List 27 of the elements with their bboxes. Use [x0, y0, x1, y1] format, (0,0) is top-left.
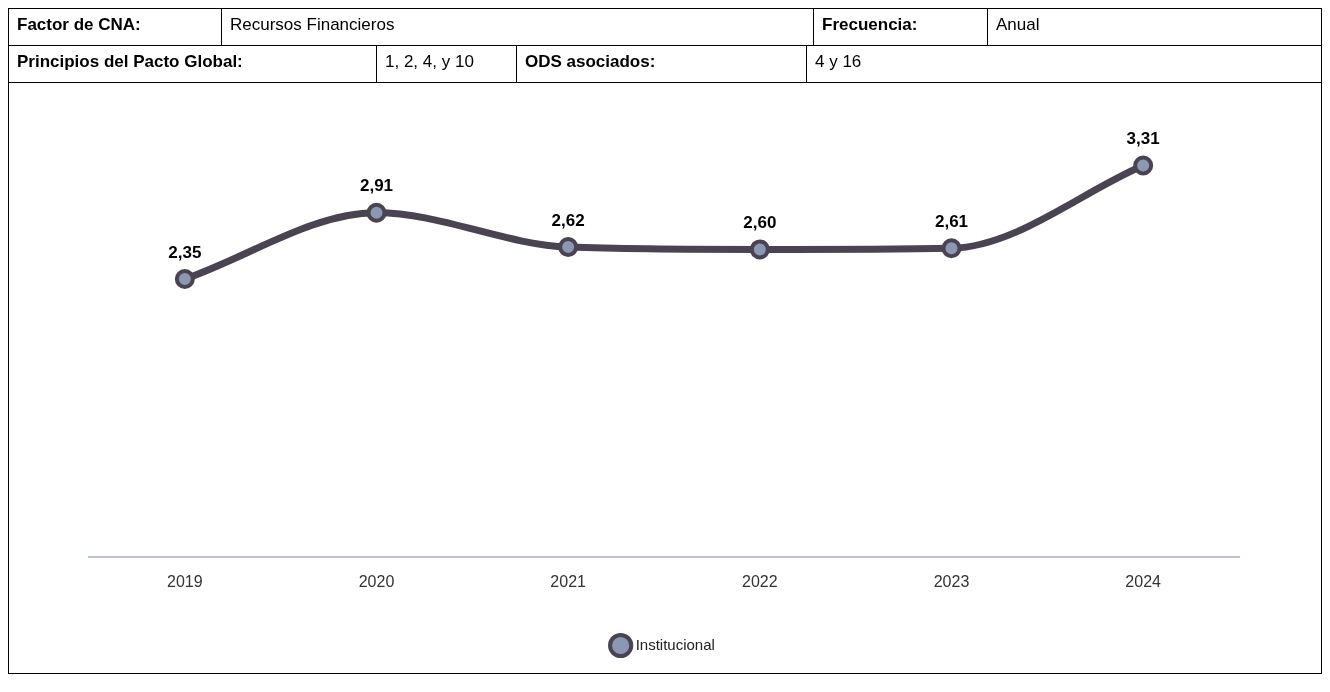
x-tick-label: 2019 [167, 572, 203, 590]
data-label: 2,35 [168, 242, 202, 262]
x-tick-label: 2023 [933, 572, 970, 590]
point [174, 268, 195, 289]
x-tick-label: 2021 [550, 572, 587, 590]
data-label: 2,61 [934, 211, 969, 231]
x-tick-label: 2020 [358, 572, 395, 590]
text: Factor de CNA: [9, 9, 222, 45]
point [558, 237, 579, 258]
point [749, 239, 770, 260]
text: 4 y 16 [814, 51, 863, 73]
text: Anual [995, 14, 1041, 36]
x-tick-label: 2022 [742, 572, 778, 590]
text: Frecuencia: [814, 9, 988, 45]
legend-label: Institucional [635, 635, 715, 653]
data-label: 2,60 [743, 213, 777, 233]
text: 1, 2, 4, y 10 [377, 46, 517, 82]
point [366, 202, 387, 223]
text: Recursos Financieros [222, 9, 814, 45]
x-tick-label: 2024 [1125, 572, 1162, 590]
point [941, 238, 962, 259]
data-label: 3,31 [1126, 129, 1160, 149]
point [1133, 155, 1154, 176]
text: ODS asociados: [517, 46, 807, 82]
data-label: 2,91 [359, 176, 394, 196]
data-label: 2,62 [551, 210, 585, 230]
text: Principios del Pacto Global: [9, 46, 377, 82]
